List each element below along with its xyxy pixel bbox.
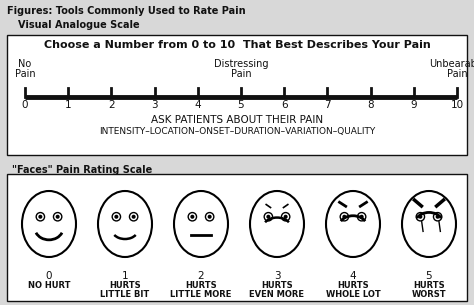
Text: EVEN MORE: EVEN MORE [249, 290, 304, 299]
Text: 3: 3 [151, 100, 158, 110]
Circle shape [357, 213, 366, 221]
Circle shape [38, 215, 42, 219]
Text: No: No [18, 59, 32, 69]
Circle shape [36, 213, 45, 221]
Circle shape [360, 215, 364, 219]
Text: 0: 0 [22, 100, 28, 110]
Text: 5: 5 [237, 100, 244, 110]
Circle shape [433, 213, 442, 221]
Circle shape [283, 215, 288, 219]
Text: HURTS: HURTS [109, 281, 141, 290]
Text: 4: 4 [194, 100, 201, 110]
Circle shape [205, 213, 214, 221]
Text: NO HURT: NO HURT [28, 281, 70, 290]
Text: 5: 5 [426, 271, 432, 281]
Circle shape [55, 215, 60, 219]
FancyBboxPatch shape [7, 35, 467, 155]
Text: 6: 6 [281, 100, 288, 110]
Text: 0: 0 [46, 271, 52, 281]
Text: WORST: WORST [412, 290, 447, 299]
Ellipse shape [250, 191, 304, 257]
Text: Pain: Pain [231, 69, 251, 79]
Text: 1: 1 [122, 271, 128, 281]
Circle shape [342, 215, 346, 219]
Circle shape [54, 213, 62, 221]
Circle shape [436, 215, 440, 219]
Text: Pain: Pain [447, 69, 467, 79]
Circle shape [132, 215, 136, 219]
Text: 1: 1 [65, 100, 72, 110]
Text: 8: 8 [367, 100, 374, 110]
Text: Unbearable: Unbearable [428, 59, 474, 69]
Text: INTENSITY–LOCATION–ONSET–DURATION–VARIATION–QUALITY: INTENSITY–LOCATION–ONSET–DURATION–VARIAT… [99, 127, 375, 136]
Text: Pain: Pain [15, 69, 35, 79]
Text: ASK PATIENTS ABOUT THEIR PAIN: ASK PATIENTS ABOUT THEIR PAIN [151, 115, 323, 125]
Text: 4: 4 [350, 271, 356, 281]
Text: 9: 9 [410, 100, 417, 110]
Text: HURTS: HURTS [261, 281, 293, 290]
Circle shape [188, 213, 197, 221]
Circle shape [266, 215, 270, 219]
Text: HURTS: HURTS [413, 281, 445, 290]
Text: 2: 2 [198, 271, 204, 281]
Text: HURTS: HURTS [185, 281, 217, 290]
Circle shape [282, 213, 290, 221]
Text: Figures: Tools Commonly Used to Rate Pain: Figures: Tools Commonly Used to Rate Pai… [7, 6, 246, 16]
Ellipse shape [174, 191, 228, 257]
Circle shape [416, 213, 425, 221]
Text: "Faces" Pain Rating Scale: "Faces" Pain Rating Scale [12, 165, 152, 175]
Text: 2: 2 [108, 100, 115, 110]
Text: Visual Analogue Scale: Visual Analogue Scale [18, 20, 140, 30]
Ellipse shape [326, 191, 380, 257]
Text: WHOLE LOT: WHOLE LOT [326, 290, 380, 299]
Text: Choose a Number from 0 to 10  That Best Describes Your Pain: Choose a Number from 0 to 10 That Best D… [44, 40, 430, 50]
Circle shape [419, 215, 422, 219]
Circle shape [129, 213, 138, 221]
Circle shape [191, 215, 194, 219]
Circle shape [114, 215, 118, 219]
Text: HURTS: HURTS [337, 281, 369, 290]
Ellipse shape [98, 191, 152, 257]
Ellipse shape [402, 191, 456, 257]
Circle shape [264, 213, 273, 221]
Ellipse shape [22, 191, 76, 257]
FancyBboxPatch shape [7, 174, 467, 301]
Circle shape [208, 215, 212, 219]
Circle shape [340, 213, 348, 221]
Text: LITTLE MORE: LITTLE MORE [170, 290, 232, 299]
Text: 10: 10 [450, 100, 464, 110]
Text: Distressing: Distressing [214, 59, 268, 69]
Text: 7: 7 [324, 100, 331, 110]
Circle shape [112, 213, 120, 221]
Text: 3: 3 [273, 271, 280, 281]
Text: LITTLE BIT: LITTLE BIT [100, 290, 150, 299]
